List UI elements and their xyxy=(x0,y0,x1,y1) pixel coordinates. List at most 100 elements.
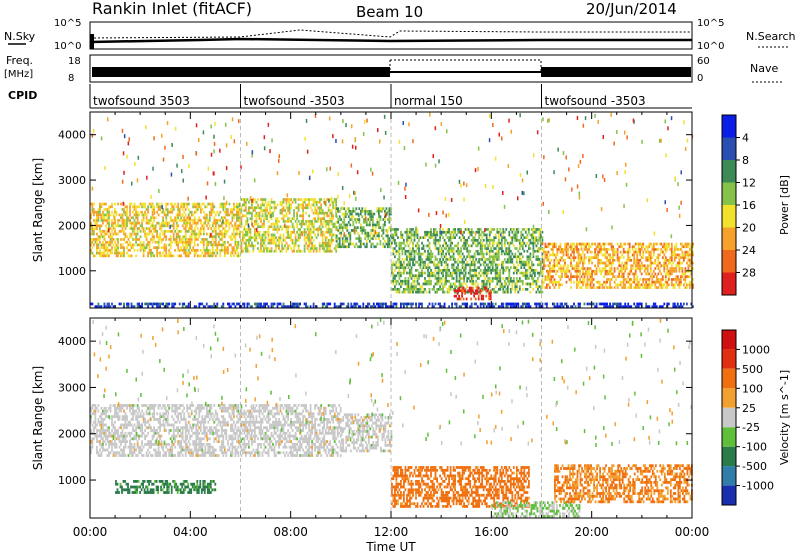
range-cell xyxy=(496,266,499,269)
range-cell xyxy=(207,249,210,252)
range-cell xyxy=(157,302,160,306)
range-cell xyxy=(373,223,376,227)
range-cell xyxy=(174,240,177,244)
range-cell xyxy=(579,305,581,308)
range-cell xyxy=(421,241,423,245)
range-cell xyxy=(673,305,676,308)
range-cell xyxy=(514,255,517,259)
range-cell xyxy=(491,269,494,272)
range-cell xyxy=(531,263,533,267)
range-cell xyxy=(686,253,688,257)
range-cell xyxy=(388,215,391,219)
range-cell xyxy=(604,242,607,246)
range-cell xyxy=(296,211,298,215)
range-cell xyxy=(297,249,300,253)
range-cell xyxy=(515,228,518,231)
range-cell xyxy=(434,302,437,306)
range-cell xyxy=(559,283,562,287)
range-cell xyxy=(169,251,172,255)
range-cell xyxy=(106,240,109,244)
range-cell xyxy=(100,235,103,239)
range-cell xyxy=(479,247,482,250)
range-cell xyxy=(567,242,569,246)
range-cell xyxy=(607,259,610,262)
range-cell xyxy=(670,264,673,268)
range-cell xyxy=(640,264,643,268)
range-cell xyxy=(186,219,189,222)
range-cell xyxy=(409,263,411,267)
range-cell xyxy=(573,275,575,278)
range-cell xyxy=(272,222,274,226)
range-cell xyxy=(207,219,210,222)
range-cell xyxy=(255,233,258,237)
range-cell xyxy=(358,239,361,243)
range-cell xyxy=(112,227,115,230)
range-cell xyxy=(93,208,95,211)
range-cell xyxy=(233,246,235,249)
range-cell xyxy=(162,246,164,249)
range-cell xyxy=(387,234,389,238)
range-cell xyxy=(588,278,590,281)
range-cell xyxy=(147,208,149,211)
range-cell xyxy=(538,302,541,306)
range-cell xyxy=(272,302,274,306)
range-cell xyxy=(264,302,267,306)
range-cell xyxy=(443,239,446,242)
range-cell xyxy=(416,252,419,256)
range-cell xyxy=(254,236,256,239)
range-cell xyxy=(269,206,271,210)
range-cell xyxy=(333,222,336,226)
range-cell xyxy=(499,241,502,245)
range-cell xyxy=(288,198,291,201)
range-cell xyxy=(625,278,628,281)
range-cell xyxy=(123,230,125,233)
range-cell xyxy=(639,242,642,246)
range-cell xyxy=(576,272,578,276)
range-cell xyxy=(323,214,326,218)
range-cell xyxy=(571,305,574,308)
range-cell xyxy=(428,271,431,275)
range-cell xyxy=(364,237,367,240)
range-cell xyxy=(165,305,168,308)
range-cell xyxy=(299,236,301,239)
range-cell xyxy=(367,234,370,238)
range-cell xyxy=(479,292,482,295)
range-cell xyxy=(324,225,327,229)
range-cell xyxy=(151,221,154,225)
range-cell xyxy=(512,277,515,280)
range-cell xyxy=(106,227,109,230)
range-cell xyxy=(168,238,171,241)
range-cell xyxy=(323,241,326,245)
range-cell xyxy=(613,286,616,289)
range-cell xyxy=(395,302,398,306)
range-cell xyxy=(211,221,214,225)
range-cell xyxy=(266,209,268,212)
range-cell xyxy=(664,259,667,262)
range-cell xyxy=(252,209,255,212)
range-cell xyxy=(204,213,207,217)
range-cell xyxy=(367,231,370,235)
range-cell xyxy=(139,202,142,206)
range-cell xyxy=(449,241,452,245)
range-cell xyxy=(99,249,101,252)
range-cell xyxy=(210,205,213,209)
range-cell xyxy=(505,277,508,280)
range-cell xyxy=(126,302,128,306)
range-cell xyxy=(428,255,431,259)
range-cell xyxy=(451,236,453,239)
range-cell xyxy=(520,252,523,256)
range-cell xyxy=(524,288,527,291)
range-cell xyxy=(616,242,619,246)
range-cell xyxy=(148,240,151,244)
range-cell xyxy=(583,253,586,257)
range-cell xyxy=(555,280,557,284)
range-cell xyxy=(308,203,310,207)
range-cell xyxy=(216,210,219,214)
range-cell xyxy=(462,289,465,293)
range-cell xyxy=(410,252,413,256)
range-cell xyxy=(279,203,282,207)
range-cell xyxy=(494,290,497,294)
range-cell xyxy=(130,221,133,225)
range-cell xyxy=(627,305,630,308)
range-cell xyxy=(115,246,118,249)
